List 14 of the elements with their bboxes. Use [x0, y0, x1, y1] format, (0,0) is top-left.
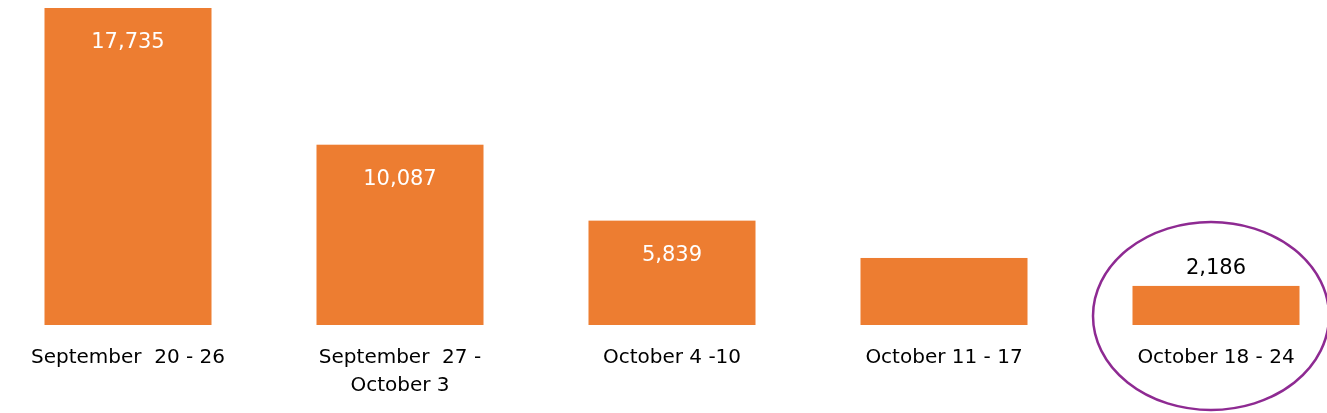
bar	[1132, 285, 1300, 325]
bar	[860, 257, 1028, 325]
data-label: 5,839	[641, 241, 703, 266]
bar	[316, 144, 484, 325]
x-tick-label: October 11 - 17	[865, 344, 1023, 368]
data-label: 17,735	[91, 29, 165, 53]
data-label: 10,087	[363, 165, 437, 190]
x-tick-label: September 27 - October 3	[318, 344, 482, 396]
data-label: 2,186	[1185, 254, 1247, 279]
bar	[44, 8, 212, 325]
x-tick-label: October 4 -10	[602, 344, 742, 368]
x-tick-label: October 18 - 24	[1137, 344, 1295, 368]
x-tick-label: September 20 - 26	[30, 344, 226, 368]
bar	[588, 220, 756, 325]
